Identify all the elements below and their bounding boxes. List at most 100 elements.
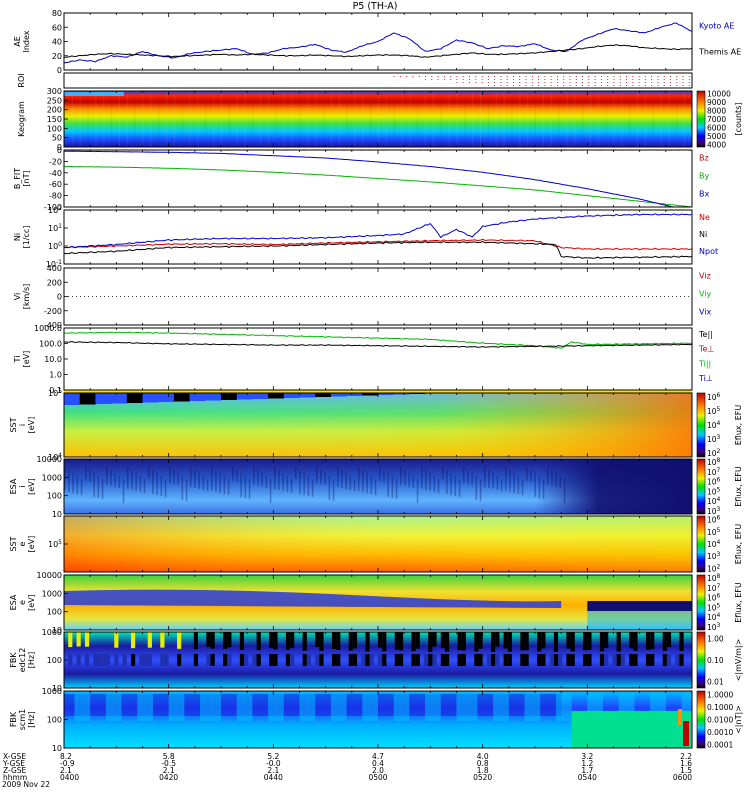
sst-ion-cell xyxy=(393,393,410,395)
colorbar-tick: 106 xyxy=(707,593,721,603)
esa-ion-streak xyxy=(118,476,121,488)
fbk-edc-cell xyxy=(331,654,337,666)
esa-ion-streak xyxy=(324,473,326,485)
roi-dot xyxy=(575,82,577,83)
y-tick-label: 10000 xyxy=(37,455,62,464)
roi-dot xyxy=(556,85,558,86)
fbk-edc-cell xyxy=(503,632,508,649)
esa-ion-streak xyxy=(139,476,142,492)
y-axis-title: [nT] xyxy=(22,170,31,186)
fbk-scm-cell xyxy=(341,693,347,721)
keogram-stripe xyxy=(542,91,544,147)
esa-ion-streak xyxy=(526,467,528,481)
y-tick-label: 200 xyxy=(47,278,62,287)
fbk-scm-cell xyxy=(137,693,143,721)
fbk-edc-cell xyxy=(269,654,274,666)
fbk-edc-cell xyxy=(398,632,404,651)
roi-dot xyxy=(676,79,678,80)
esa-ion-streak xyxy=(450,473,452,495)
esa-ion-streak xyxy=(475,476,478,500)
roi-dot xyxy=(569,79,571,80)
colorbar xyxy=(696,90,706,148)
esa-ion-streak xyxy=(404,470,406,486)
fbk-scm-cell xyxy=(466,693,473,721)
fbk-edc-cell xyxy=(415,632,420,649)
fbk-edc-cell xyxy=(679,654,684,666)
esa-ion-streak xyxy=(164,479,167,497)
x-tick-label: 0440 xyxy=(264,773,283,782)
colorbar-tick: 104 xyxy=(707,496,721,506)
roi-dot xyxy=(538,85,540,86)
esa-ion-streak xyxy=(421,467,423,489)
esa-ion-streak xyxy=(320,470,322,484)
fbk-scm-cell xyxy=(74,693,80,721)
fbk-edc-cell xyxy=(210,632,215,649)
fbk-edc-cell xyxy=(604,632,609,648)
y-axis-title: [Hz] xyxy=(27,652,36,668)
esa-ion-streak xyxy=(446,470,448,494)
roi-dot xyxy=(544,85,546,86)
fbk-edc-cell xyxy=(524,654,529,666)
roi-dot xyxy=(600,76,602,77)
keogram-stripe xyxy=(126,91,128,147)
roi-dot xyxy=(487,76,489,77)
esa-ion-streak xyxy=(316,467,318,483)
y-tick-label: 1000 xyxy=(42,473,62,482)
esa-ion-streak xyxy=(395,479,398,499)
roi-dot xyxy=(569,85,571,86)
x-axis-row-label: Z-GSE xyxy=(3,766,27,775)
y-axis-title: [eV] xyxy=(27,478,36,495)
roi-dot xyxy=(487,85,489,86)
y-tick-label: 1000 xyxy=(42,687,62,696)
y-tick-label: 0 xyxy=(57,143,62,152)
page-title: P5 (TH-A) xyxy=(353,1,398,12)
legend-entry: Ti⊥ xyxy=(698,374,713,383)
sst-ion-cell xyxy=(283,393,300,398)
sst-ion-cell xyxy=(221,393,237,400)
fbk-scm-cell xyxy=(623,693,630,721)
fbk-edc-cell xyxy=(365,654,370,666)
y-tick-label: 10 xyxy=(52,684,62,693)
keogram-stripe xyxy=(111,91,113,147)
series-line xyxy=(63,340,693,348)
fbk-edc-cell xyxy=(524,632,529,651)
x-axis-row-label: hhmm xyxy=(3,773,27,782)
esa-ion-streak xyxy=(194,470,196,488)
x-axis-row-label: Y-GSE xyxy=(2,759,25,768)
fbk-edc-cell xyxy=(352,632,358,649)
colorbar-tick: 104 xyxy=(707,612,721,622)
roi-dot xyxy=(531,76,533,77)
fbk-scm-cell xyxy=(597,693,604,721)
y-axis-title: FBK xyxy=(9,711,18,727)
y-tick-label: -400 xyxy=(44,321,62,330)
esa-ion-streak xyxy=(559,476,562,488)
colorbar-tick: 103 xyxy=(707,506,721,516)
colorbar-tick: 105 xyxy=(707,406,721,416)
fbk-edc-cell xyxy=(114,632,119,648)
fbk-scm-cell xyxy=(393,693,399,721)
y-tick-label: 100 xyxy=(48,241,62,251)
fbk-edc-cell xyxy=(570,632,575,652)
y-axis-title: Vi xyxy=(13,293,22,301)
fbk-edc-cell xyxy=(223,632,228,649)
sst-ion-cell xyxy=(158,393,175,402)
roi-dot xyxy=(638,79,640,80)
y-tick-label: 1000 xyxy=(42,628,62,637)
keogram-stripe xyxy=(236,91,238,147)
x-tick-label: -0.9 xyxy=(60,759,75,768)
roi-dot xyxy=(613,82,615,83)
keogram-stripe xyxy=(150,91,152,147)
fbk-scm-cell xyxy=(592,693,598,721)
esa-ion-streak xyxy=(416,479,419,503)
roi-dot xyxy=(487,79,489,80)
y-tick-label: 200 xyxy=(47,106,62,115)
fbk-edc-cell xyxy=(210,654,215,666)
roi-dot xyxy=(443,79,445,80)
fbk-edc-cell xyxy=(177,654,182,666)
y-axis-title: [eV] xyxy=(27,536,36,553)
keogram-stripe xyxy=(197,91,199,147)
roi-dot xyxy=(519,82,521,83)
colorbar-tick: 1.0000 xyxy=(707,691,733,700)
esa-ion-streak xyxy=(148,467,150,479)
fbk-edc-cell xyxy=(666,654,672,666)
